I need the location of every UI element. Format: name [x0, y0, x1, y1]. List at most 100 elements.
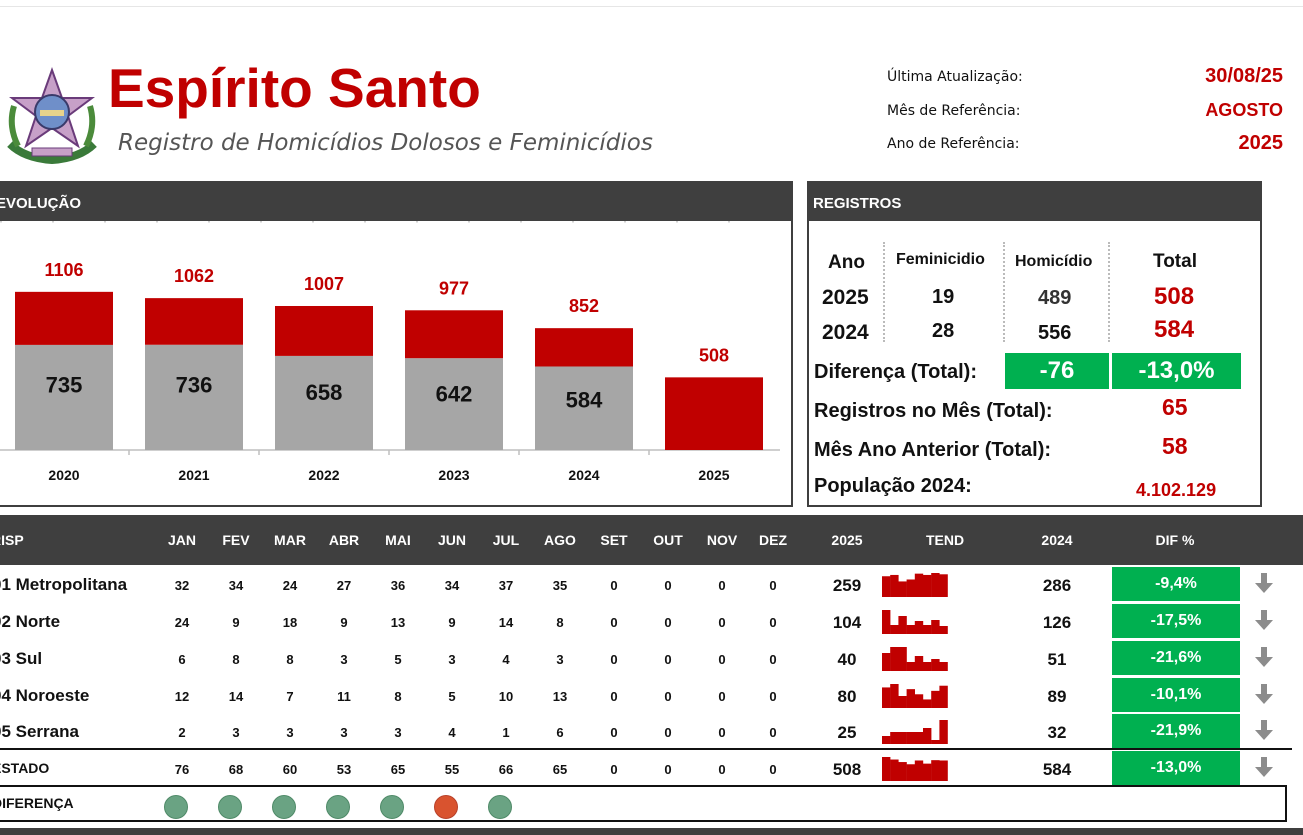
- th-month-mar: MAR: [274, 532, 306, 548]
- cell-set: 0: [610, 689, 618, 704]
- th-month-abr: ABR: [328, 532, 360, 548]
- cell-nov: 0: [718, 652, 726, 667]
- th-risp: RISP: [0, 532, 24, 548]
- evolution-title: EVOLUÇÃO: [0, 195, 82, 212]
- trend-bar: [923, 574, 932, 597]
- risp-row-label: 01 Metropolitana: [0, 575, 128, 594]
- registros-row-2025-total: 508: [1154, 283, 1195, 310]
- trend-bar: [882, 736, 891, 744]
- bar-gray-2023: [405, 358, 503, 450]
- cell-abr: 9: [340, 615, 348, 630]
- down-arrow-icon: [1255, 610, 1273, 630]
- page-title: Espírito Santo: [108, 57, 481, 119]
- bar-red-2021: [145, 298, 243, 345]
- cell-dez: 0: [769, 725, 777, 740]
- cell-ago: 6: [556, 725, 564, 740]
- trend-sparkline: [882, 757, 948, 781]
- registros-header-homicidio: Homicídio: [1015, 253, 1093, 270]
- evolution-panel-header: EVOLUÇÃO: [0, 181, 793, 221]
- decrease-indicator-dot: [272, 795, 296, 819]
- x-label-2025: 2025: [698, 467, 729, 483]
- cell-abr: 53: [336, 762, 352, 777]
- reference-year-value: 2025: [1238, 132, 1284, 154]
- trend-bar: [898, 732, 907, 744]
- registros-col-divider-1: [883, 242, 885, 342]
- registros-row-2024-ano: 2024: [822, 321, 869, 344]
- cell-abr: 11: [337, 689, 351, 704]
- reference-month-value: AGOSTO: [1205, 100, 1283, 120]
- th-month-fev: FEV: [222, 532, 250, 548]
- dif-percent-badge: -21,9%: [1112, 714, 1240, 748]
- trend-bar: [914, 760, 924, 781]
- trend-bar: [898, 647, 907, 671]
- cell-mai: 3: [394, 725, 402, 740]
- trend-bar: [931, 690, 940, 708]
- cell-abr: 27: [336, 578, 352, 593]
- th-month-ago: AGO: [544, 532, 576, 548]
- registros-title: REGISTROS: [813, 195, 902, 212]
- trend-bar: [906, 689, 915, 708]
- decrease-indicator-dot: [488, 795, 512, 819]
- cell-jan: 6: [178, 652, 186, 667]
- trend-bar: [890, 625, 899, 634]
- trend-bar: [914, 573, 924, 597]
- trend-bar: [914, 621, 924, 634]
- diferenca-total-label: Diferença (Total):: [814, 361, 977, 383]
- cell-ago: 3: [556, 652, 564, 667]
- gray-label-2024: 584: [566, 388, 603, 413]
- diferenca-row-label: DIFERENÇA: [0, 795, 74, 811]
- registros-col-divider-3: [1108, 242, 1110, 342]
- trend-bar: [923, 728, 932, 744]
- bar-gray-2022: [275, 355, 373, 450]
- cell-jun: 34: [444, 578, 460, 593]
- registros-header-ano: Ano: [828, 252, 865, 273]
- bar-red-2023: [405, 310, 503, 359]
- cell-mar: 3: [286, 725, 294, 740]
- trend-sparkline: [882, 720, 948, 744]
- bar-red-2024: [535, 328, 633, 367]
- bar-gray-2021: [145, 344, 243, 450]
- cell-jul: 37: [498, 578, 514, 593]
- risp-row-label: 02 Norte: [0, 612, 61, 631]
- registros-row-2024-fem: 28: [932, 320, 955, 342]
- gray-label-2022: 658: [306, 380, 343, 405]
- cell-dez: 0: [769, 578, 777, 593]
- last-update-label: Última Atualização:: [887, 69, 1023, 85]
- trend-bar: [923, 699, 932, 708]
- cell-nov: 0: [718, 578, 726, 593]
- cell-dez: 0: [769, 615, 777, 630]
- x-label-2020: 2020: [48, 467, 79, 483]
- cell-mar: 7: [286, 689, 294, 704]
- th-month-out: OUT: [653, 532, 683, 548]
- th-month-set: SET: [600, 532, 628, 548]
- cell-fev: 14: [228, 689, 244, 704]
- gray-label-2021: 736: [176, 372, 213, 397]
- decrease-indicator-dot: [380, 795, 404, 819]
- th-month-jul: JUL: [492, 532, 520, 548]
- trend-bar: [931, 620, 940, 634]
- populacao-label: População 2024:: [814, 475, 972, 497]
- trend-bar: [939, 720, 948, 744]
- cell-out: 0: [664, 578, 672, 593]
- mes-ano-anterior-label: Mês Ano Anterior (Total):: [814, 439, 1052, 461]
- state-coat-of-arms-logo: [4, 66, 100, 165]
- cell-2024-total: 51: [1047, 650, 1067, 669]
- cell-ago: 13: [552, 689, 568, 704]
- trend-bar: [931, 659, 940, 671]
- cell-fev: 34: [228, 578, 244, 593]
- cell-2024-total: 286: [1042, 576, 1072, 595]
- total-label-2020: 1106: [44, 260, 83, 280]
- diferenca-percent-badge: -13,0%: [1112, 353, 1241, 389]
- total-label-2021: 1062: [174, 266, 214, 286]
- cell-jun: 55: [444, 762, 460, 777]
- reference-year-label: Ano de Referência:: [887, 136, 1020, 152]
- cell-abr: 3: [340, 652, 348, 667]
- cell-out: 0: [664, 762, 672, 777]
- trend-bar: [914, 694, 924, 708]
- page-subtitle: Registro de Homicídios Dolosos e Feminic…: [118, 130, 653, 156]
- trend-bar: [906, 764, 915, 781]
- cell-jan: 2: [178, 725, 186, 740]
- x-label-2022: 2022: [308, 467, 339, 483]
- cell-out: 0: [664, 652, 672, 667]
- risp-table-header: [0, 515, 1303, 565]
